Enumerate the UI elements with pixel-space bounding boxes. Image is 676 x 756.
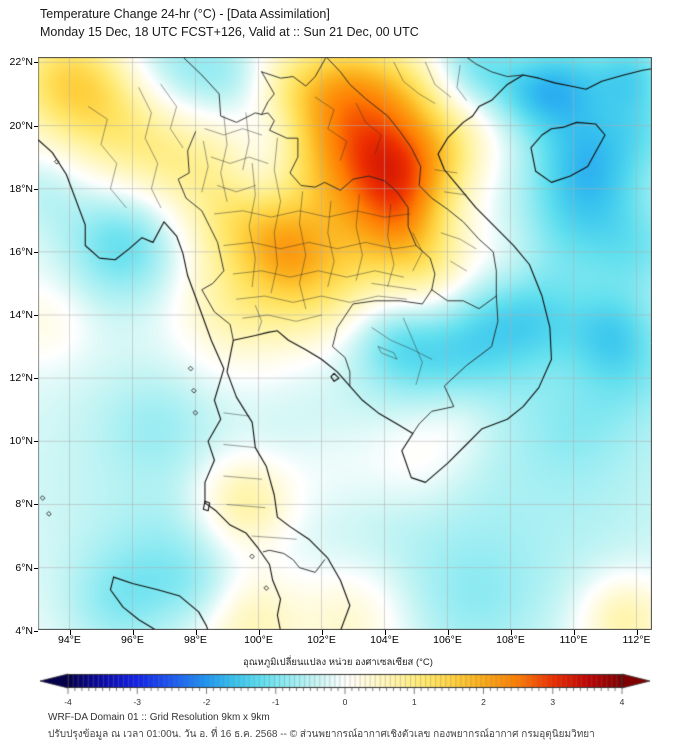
lon-tick-mark [573, 630, 575, 635]
lon-tick-mark [510, 630, 512, 635]
lon-tick-label: 106°E [433, 634, 462, 646]
lat-tick-mark [33, 441, 38, 443]
temperature-map-canvas [38, 57, 652, 630]
colorbar-tick-label: 0 [342, 697, 348, 707]
lat-tick-mark [33, 378, 38, 380]
lon-tick-mark [447, 630, 449, 635]
lat-tick-label: 20°N [9, 119, 33, 132]
lon-tick-mark [132, 630, 134, 635]
lon-tick-label: 112°E [622, 634, 651, 646]
colorbar-tick-label: -4 [64, 697, 72, 707]
footer-update-info: ปรับปรุงข้อมูล ณ เวลา 01:00น. วัน อ. ที่… [48, 729, 595, 740]
lon-tick-mark [195, 630, 197, 635]
lon-tick-label: 102°E [307, 634, 336, 646]
lon-tick-mark [321, 630, 323, 635]
lon-tick-mark [69, 630, 71, 635]
lon-tick-label: 108°E [496, 634, 525, 646]
footer-domain-info: WRF-DA Domain 01 :: Grid Resolution 9km … [48, 712, 270, 723]
lat-tick-label: 8°N [15, 498, 33, 511]
lon-tick-label: 100°E [244, 634, 273, 646]
lat-tick-label: 14°N [9, 309, 33, 321]
lat-tick-mark [33, 125, 38, 127]
lon-tick-label: 110°E [559, 634, 588, 646]
lat-tick-mark [33, 188, 38, 190]
lat-tick-label: 18°N [9, 182, 33, 195]
lat-tick-mark [33, 251, 38, 253]
lat-tick-label: 16°N [9, 245, 33, 258]
colorbar-tick-label: 3 [550, 697, 556, 707]
colorbar-tick-label: -2 [202, 697, 211, 707]
lat-tick-mark [33, 630, 38, 632]
colorbar-canvas [0, 668, 676, 696]
colorbar-tick-label: -1 [271, 697, 280, 707]
lat-tick-label: 12°N [9, 372, 33, 385]
lon-tick-label: 96°E [121, 634, 144, 646]
colorbar-label: อุณหภูมิเปลี่ยนแปลง หน่วย องศาเซลเซียส (… [243, 657, 433, 668]
map-title: Temperature Change 24-hr (°C) - [Data As… [40, 7, 330, 21]
colorbar-tick-label: 2 [481, 697, 486, 707]
lat-tick-mark [33, 315, 38, 316]
lon-tick-mark [636, 630, 638, 635]
lat-tick-label: 6°N [15, 561, 33, 574]
lon-tick-mark [258, 630, 260, 635]
lat-tick-label: 4°N [15, 624, 33, 637]
colorbar-tick-label: 4 [619, 697, 625, 707]
lon-tick-label: 94°E [58, 634, 81, 646]
lat-tick-mark [33, 62, 38, 64]
colorbar-tick-label: -3 [133, 697, 142, 707]
lat-tick-label: 22°N [9, 56, 33, 69]
lon-tick-label: 104°E [370, 634, 399, 646]
colorbar-tick-label: 1 [411, 697, 417, 707]
lat-tick-label: 10°N [9, 435, 33, 448]
map-subtitle: Monday 15 Dec, 18 UTC FCST+126, Valid at… [40, 25, 419, 39]
lon-tick-mark [384, 630, 386, 635]
lon-tick-label: 98°E [184, 634, 207, 646]
lat-tick-mark [33, 504, 38, 506]
lat-tick-mark [33, 567, 38, 569]
